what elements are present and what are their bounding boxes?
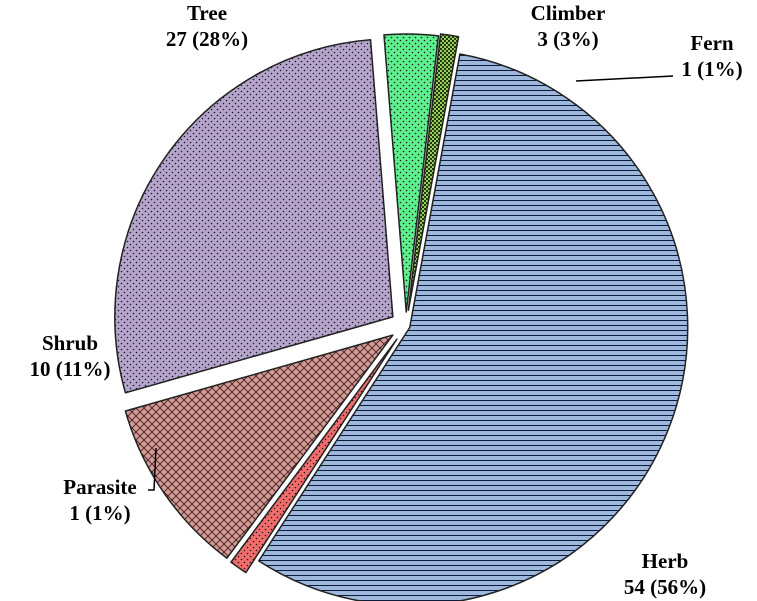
slice-value-tree: 27 (28%): [166, 27, 248, 51]
slice-label-fern: Fern: [690, 31, 733, 55]
slice-label-tree: Tree: [187, 1, 227, 25]
leader-lines: [148, 75, 674, 491]
leader-line-parasite: [148, 447, 157, 491]
pie-slice-fern: [407, 33, 460, 311]
pie-slice-herb: [257, 53, 689, 601]
slice-value-parasite: 1 (1%): [69, 501, 130, 525]
pie-slice-climber: [383, 33, 440, 313]
pie-slice-parasite: [230, 338, 398, 574]
slice-value-climber: 3 (3%): [537, 27, 598, 51]
slice-label-climber: Climber: [531, 1, 606, 25]
slice-label-shrub: Shrub: [42, 331, 98, 355]
slice-value-herb: 54 (56%): [624, 575, 706, 599]
slice-value-fern: 1 (1%): [681, 57, 742, 81]
slice-label-herb: Herb: [642, 549, 689, 573]
slice-value-shrub: 10 (11%): [29, 357, 110, 381]
slices-layer: [114, 33, 689, 601]
leader-line-fern: [575, 75, 674, 82]
pie-slice-shrub: [124, 334, 394, 559]
slice-label-parasite: Parasite: [63, 475, 136, 499]
pie-slice-tree: [114, 39, 394, 394]
